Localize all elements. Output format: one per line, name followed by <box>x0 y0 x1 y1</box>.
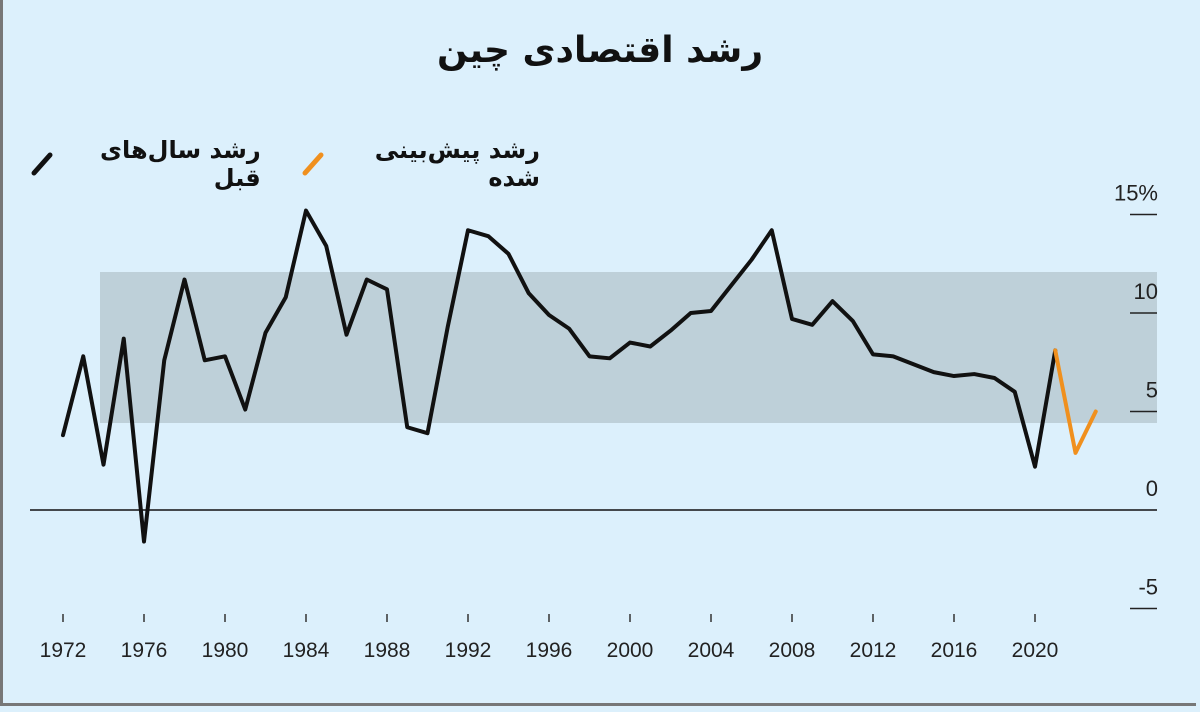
x-tick-label: 2004 <box>688 639 735 662</box>
chart-title: رشد اقتصادی چین <box>436 30 764 71</box>
x-tick-label: 2016 <box>931 639 978 662</box>
y-tick-label: 5 <box>1146 378 1158 403</box>
x-tick-label: 2020 <box>1012 639 1059 662</box>
x-tick-label: 2000 <box>607 639 654 662</box>
x-tick-label: 1996 <box>526 639 573 662</box>
x-tick-label: 1972 <box>40 639 87 662</box>
x-tick-label: 1980 <box>202 639 249 662</box>
legend-item-historical: رشد سال‌های قبل <box>30 136 261 192</box>
x-tick-label: 1984 <box>283 639 330 662</box>
legend-label-forecast: رشد پیش‌بینی شده <box>374 136 540 192</box>
series-historical-line <box>61 208 1058 544</box>
x-tick-label: 1992 <box>445 639 492 662</box>
x-tick-label: 1976 <box>121 639 168 662</box>
watermark-band <box>100 272 1157 423</box>
legend-swatch-forecast <box>302 152 324 176</box>
y-tick-label: 0 <box>1146 476 1158 501</box>
x-tick-label: 2012 <box>850 639 897 662</box>
legend-label-historical: رشد سال‌های قبل <box>100 136 261 192</box>
legend-item-forecast: رشد پیش‌بینی شده <box>301 136 540 192</box>
y-tick-label: 10 <box>1134 279 1158 304</box>
legend-swatch-historical <box>31 152 53 176</box>
legend: رشد پیش‌بینی شده رشد سال‌های قبل <box>30 136 540 192</box>
y-tick-label: 15% <box>1114 181 1158 206</box>
x-tick-label: 1988 <box>364 639 411 662</box>
y-tick-label: -5 <box>1138 575 1158 600</box>
x-tick-label: 2008 <box>769 639 816 662</box>
